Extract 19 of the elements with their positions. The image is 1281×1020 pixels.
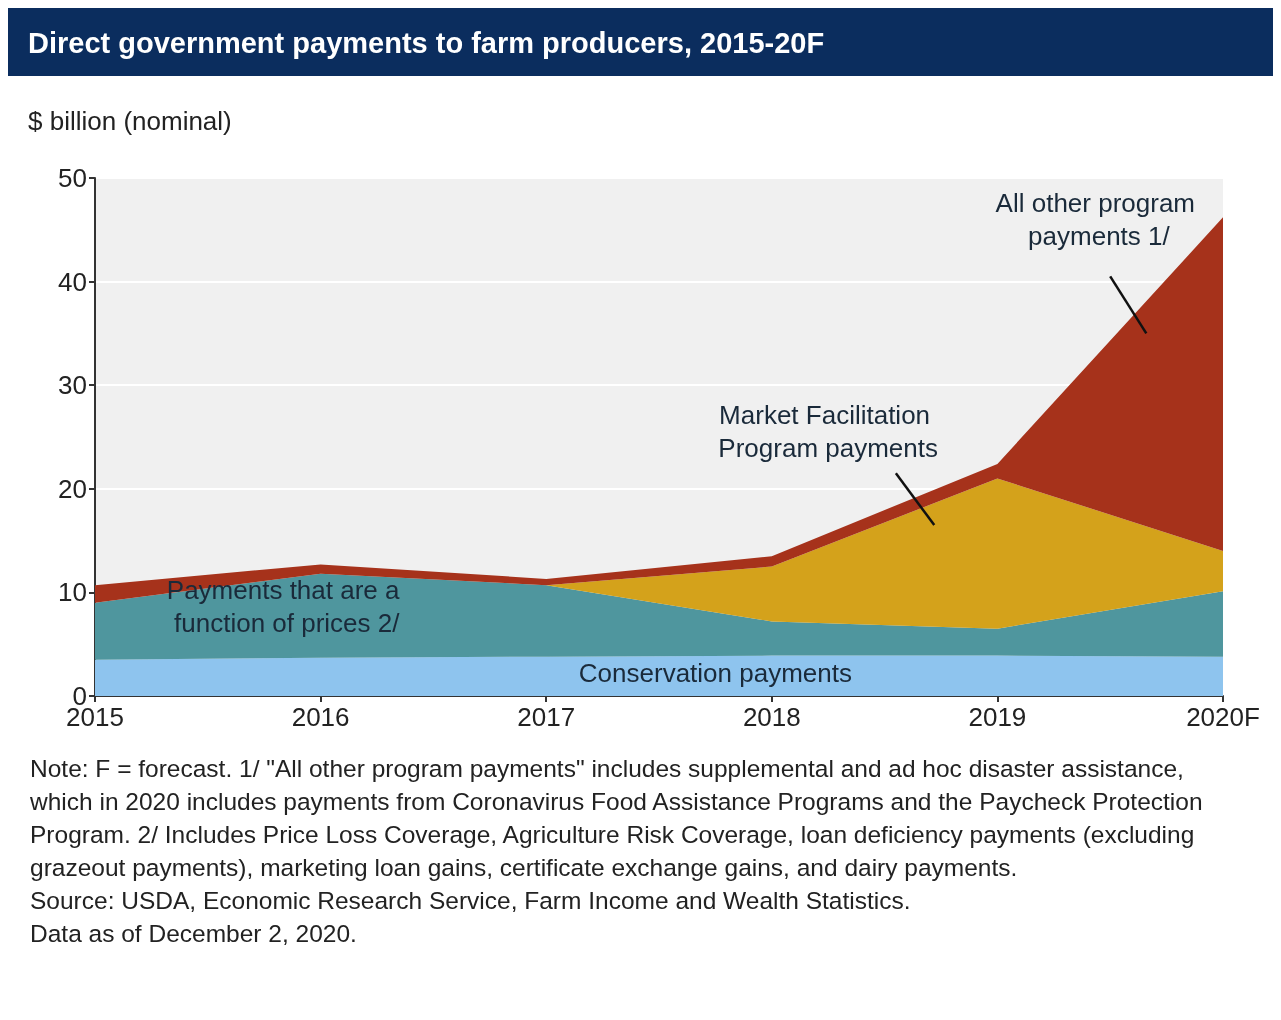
text: Note: F = forecast. 1/ "All other program payments" includes supplemental and ad hoc disaster assistance, which in 2020 includes payments from Coronavirus Food Assistance Programs and the Paycheck Protection Program. 2/ Includes Price Loss Coverage, Agriculture Risk Coverage, loan deficiency payments (excluding grazeout payments), marketing loan gains, certificate exchange gains, and dairy payments. [30,754,1204,883]
series-label: Conservation payments [578,658,852,689]
y-tick-label: 50 [58,163,87,193]
y-tick-label: 10 [58,577,87,608]
x-tick-label: 2019 [968,702,1027,732]
x-tick-label: 2018 [742,702,801,732]
chart-title: Direct government payments to farm producers, 2015-20F [8,8,1273,76]
series-label: Market Facilitation Program payments [718,400,939,464]
source-note: Source: USDA, Economic Research Service, Farm Income and Wealth Statistics. [30,886,912,916]
y-tick-label: 30 [58,370,87,401]
x-tick-label: 2020F [1186,702,1260,732]
series-label: All other program payments 1/ [995,187,1203,251]
x-tick-label: 2016 [291,702,350,732]
series-label: Payments that are a function of prices 2/ [166,575,407,639]
y-axis-title: $ billion (nominal) [28,106,232,137]
x-tick-label: 2017 [517,702,576,732]
text: Data as of December 2, 2020. [30,919,358,949]
y-tick-label: 40 [58,266,87,297]
y-tick-label: 20 [58,473,87,504]
